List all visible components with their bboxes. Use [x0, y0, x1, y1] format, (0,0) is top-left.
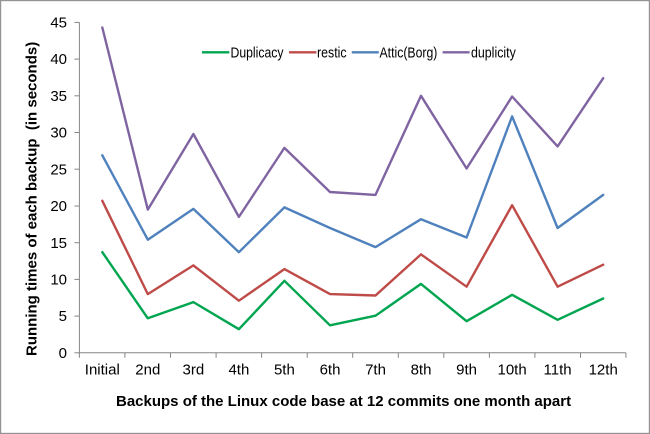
- svg-text:Running times of each backup: Running times of each backup (in seconds…: [24, 42, 41, 356]
- svg-text:Initial: Initial: [85, 362, 120, 379]
- svg-text:10th: 10th: [497, 362, 526, 379]
- svg-text:2nd: 2nd: [135, 362, 160, 379]
- svg-text:7th: 7th: [365, 362, 386, 379]
- svg-text:5: 5: [59, 308, 67, 325]
- svg-text:30: 30: [50, 125, 67, 142]
- svg-text:5th: 5th: [274, 362, 295, 379]
- svg-text:35: 35: [50, 88, 67, 105]
- svg-text:6th: 6th: [320, 362, 341, 379]
- svg-text:20: 20: [50, 198, 67, 215]
- svg-text:Attic(Borg): Attic(Borg): [380, 44, 438, 61]
- svg-text:11th: 11th: [544, 362, 572, 379]
- svg-text:3rd: 3rd: [183, 362, 205, 379]
- svg-text:40: 40: [50, 51, 67, 68]
- svg-text:45: 45: [50, 15, 67, 32]
- svg-text:8th: 8th: [411, 362, 432, 379]
- svg-text:15: 15: [50, 235, 67, 252]
- svg-text:9th: 9th: [456, 362, 477, 379]
- svg-text:Backups of the Linux code base: Backups of the Linux code base at 12 com…: [116, 393, 571, 410]
- svg-text:Duplicacy: Duplicacy: [231, 44, 284, 61]
- svg-text:0: 0: [59, 345, 67, 362]
- svg-text:12th: 12th: [589, 362, 618, 379]
- svg-text:restic: restic: [317, 44, 347, 61]
- svg-text:25: 25: [50, 161, 67, 178]
- svg-text:4th: 4th: [228, 362, 249, 379]
- svg-text:duplicity: duplicity: [471, 44, 516, 61]
- svg-text:10: 10: [50, 272, 67, 289]
